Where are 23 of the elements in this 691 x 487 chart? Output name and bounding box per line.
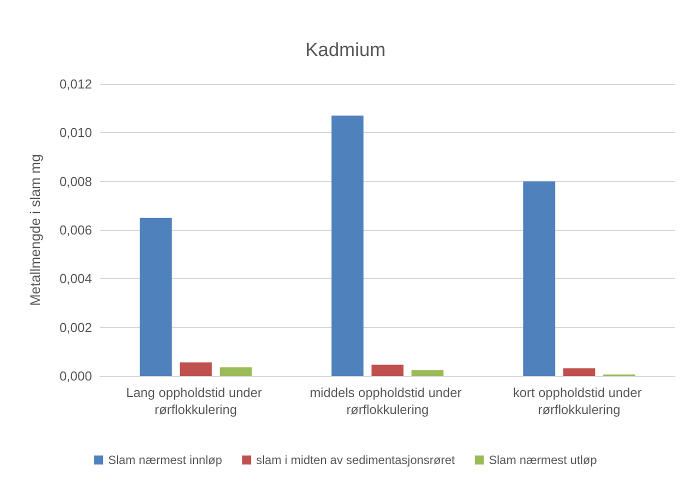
bar: [563, 368, 596, 376]
y-tick-label: 0,012: [59, 76, 92, 92]
x-tick-label: Lang oppholdstid under rørflokkulering: [126, 385, 266, 417]
y-tick-label: 0,010: [59, 125, 92, 140]
legend-label: Slam nærmest innløp: [108, 453, 222, 467]
y-tick-label: 0,002: [59, 320, 92, 335]
x-tick-label: middels oppholdstid under rørflokkulering: [310, 385, 466, 417]
bar: [180, 362, 212, 376]
bar: [332, 116, 364, 376]
bar: [412, 370, 444, 376]
y-tick-label: 0,008: [59, 174, 92, 189]
chart-title: Kadmium: [305, 40, 386, 61]
y-tick-label: 0,000: [59, 368, 92, 384]
legend-label: Slam nærmest utløp: [488, 453, 598, 467]
legend-label: slam i midten av sedimentasjonsrøret: [256, 453, 456, 467]
bar: [140, 218, 172, 376]
x-tick-label: kort oppholdstid under rørflokkulering: [513, 385, 646, 417]
y-tick-label: 0,006: [59, 222, 92, 238]
bar: [523, 181, 556, 376]
bar: [372, 364, 404, 376]
bar: [220, 367, 252, 376]
y-tick-label: 0,004: [59, 271, 92, 286]
y-axis-title: Metallmengde i slam mg: [27, 154, 43, 306]
